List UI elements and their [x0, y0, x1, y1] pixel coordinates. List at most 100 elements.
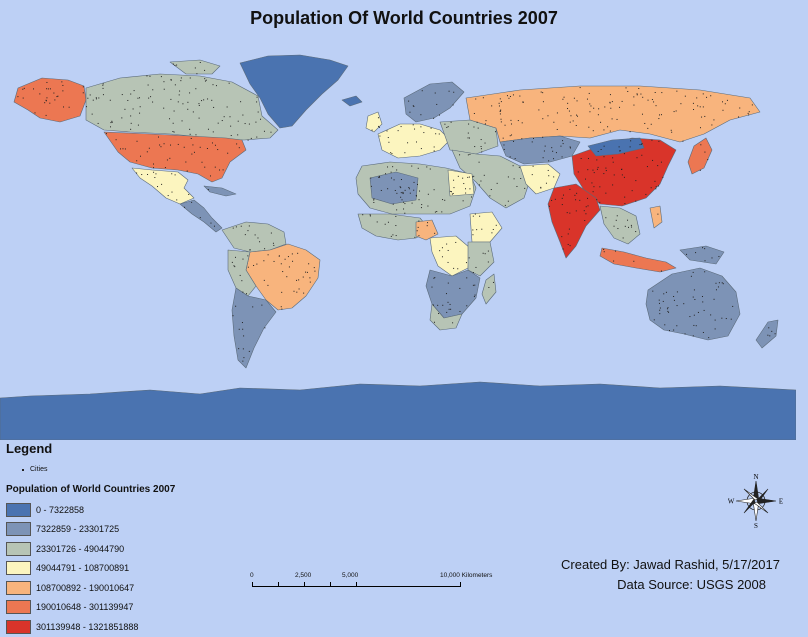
city-dot	[288, 266, 290, 268]
city-dot	[459, 310, 461, 312]
legend-class-row: 23301726 - 49044790	[6, 539, 138, 559]
city-dot	[488, 286, 490, 288]
city-dot	[137, 97, 139, 99]
japan	[687, 137, 713, 175]
city-dot	[187, 101, 189, 103]
city-dot	[593, 107, 595, 109]
city-dot	[487, 250, 489, 252]
city-dot	[722, 101, 724, 103]
city-dot	[652, 290, 654, 292]
city-dot	[379, 176, 381, 178]
city-dot	[635, 180, 637, 182]
city-dot	[433, 277, 435, 279]
city-dot	[447, 282, 449, 284]
city-dot	[444, 123, 446, 125]
city-dot	[450, 191, 452, 193]
city-dot	[95, 98, 97, 100]
city-dot	[692, 271, 694, 273]
city-dot	[362, 214, 364, 216]
city-dot	[484, 253, 486, 255]
city-dot	[514, 158, 516, 160]
city-dot	[448, 90, 450, 92]
city-dot	[480, 180, 482, 182]
city-dot	[248, 350, 250, 352]
city-dot	[159, 144, 161, 146]
city-dot	[588, 92, 590, 94]
city-dot	[170, 98, 172, 100]
city-dot	[472, 284, 474, 286]
city-dot	[47, 88, 49, 90]
city-dot	[465, 188, 467, 190]
city-dot	[447, 261, 449, 263]
city-dot	[599, 201, 601, 203]
city-dot	[236, 143, 238, 145]
city-dot	[658, 302, 660, 304]
city-dot	[102, 94, 104, 96]
city-dot	[386, 130, 388, 132]
indonesia	[599, 247, 677, 273]
city-dot	[239, 274, 241, 276]
city-dot	[140, 155, 142, 157]
city-dot	[561, 197, 563, 199]
city-dot	[370, 185, 372, 187]
city-dot	[427, 222, 429, 224]
city-dot	[521, 122, 523, 124]
city-dot	[475, 98, 477, 100]
city-dot	[518, 166, 520, 168]
city-dot	[177, 143, 179, 145]
world-map[interactable]	[0, 38, 796, 440]
city-dot	[264, 248, 266, 250]
city-dot	[711, 124, 713, 126]
south-africa	[429, 303, 463, 331]
scale-tick	[278, 582, 279, 587]
city-dot	[57, 95, 59, 97]
city-dot	[298, 279, 300, 281]
city-dot	[238, 147, 240, 149]
city-dot	[748, 111, 750, 113]
city-dot	[448, 308, 450, 310]
city-dot	[249, 249, 251, 251]
city-dot	[531, 174, 533, 176]
city-dot	[438, 313, 440, 315]
city-dot	[433, 146, 435, 148]
city-dot	[569, 146, 571, 148]
city-dot	[184, 206, 186, 208]
city-dot	[636, 93, 638, 95]
city-dot	[481, 228, 483, 230]
city-dot	[172, 131, 174, 133]
scale-tick	[252, 582, 253, 587]
uk	[365, 111, 383, 133]
city-dot	[465, 262, 467, 264]
city-dot	[391, 153, 393, 155]
city-dot	[636, 157, 638, 159]
city-dot	[540, 187, 542, 189]
city-dot	[148, 97, 150, 99]
city-dot	[635, 231, 637, 233]
city-dot	[544, 145, 546, 147]
city-dot	[438, 114, 440, 116]
city-dot	[569, 188, 571, 190]
central-america	[179, 199, 223, 233]
north-label: N	[753, 473, 758, 481]
city-dot	[551, 147, 553, 149]
city-dot	[437, 304, 439, 306]
city-dot	[111, 121, 113, 123]
city-dot	[467, 154, 469, 156]
city-dot	[298, 288, 300, 290]
city-dot	[387, 166, 389, 168]
legend-class-row: 49044791 - 108700891	[6, 559, 138, 579]
city-dot	[453, 91, 455, 93]
city-dot	[587, 158, 589, 160]
city-dot	[416, 230, 418, 232]
legend-classes: 0 - 7322858 7322859 - 23301725 23301726 …	[6, 500, 138, 637]
city-dot	[708, 337, 710, 339]
city-dot	[567, 102, 569, 104]
city-dot	[212, 131, 214, 133]
city-dot	[457, 268, 459, 270]
city-dot	[264, 327, 266, 329]
city-dot	[613, 225, 615, 227]
city-dot	[453, 179, 455, 181]
city-dot	[624, 225, 626, 227]
city-dot	[160, 146, 162, 148]
city-dot	[477, 127, 479, 129]
